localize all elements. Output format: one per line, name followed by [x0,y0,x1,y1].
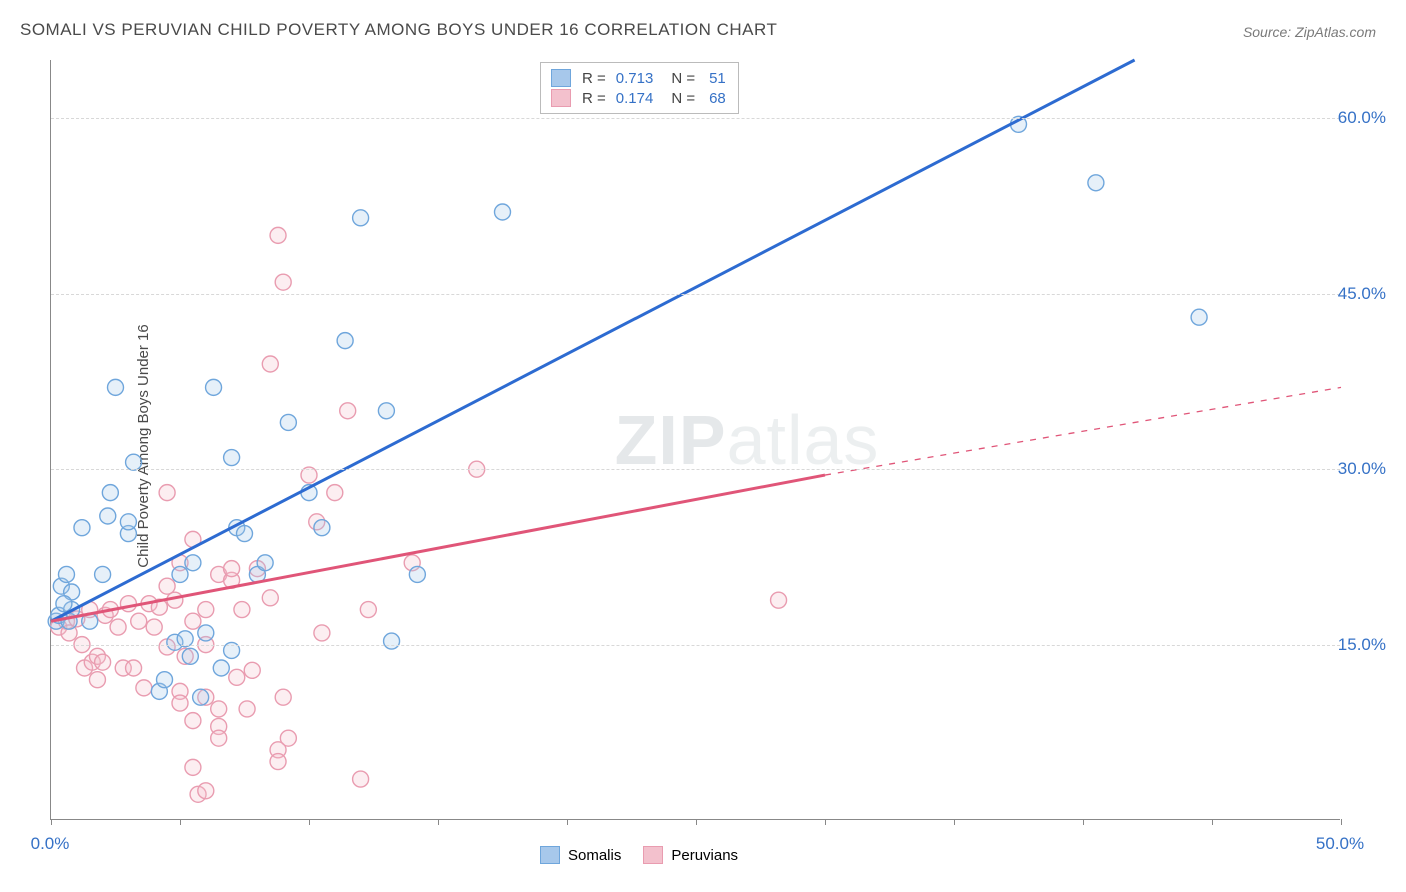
source-attribution: Source: ZipAtlas.com [1243,24,1376,40]
stats-row-peruvians: R = 0.174 N = 68 [551,88,726,108]
legend-item-somalis: Somalis [540,846,621,864]
swatch-somalis [551,69,571,87]
y-tick-label: 30.0% [1338,459,1386,479]
swatch-peruvians-bottom [643,846,663,864]
legend-label-peruvians: Peruvians [671,847,738,864]
legend-item-peruvians: Peruvians [643,846,738,864]
swatch-peruvians [551,89,571,107]
y-tick-label: 60.0% [1338,108,1386,128]
x-tick-label: 0.0% [31,834,70,854]
stats-row-somalis: R = 0.713 N = 51 [551,68,726,88]
legend-label-somalis: Somalis [568,847,621,864]
y-tick-label: 15.0% [1338,635,1386,655]
swatch-somalis-bottom [540,846,560,864]
stats-legend-box: R = 0.713 N = 51 R = 0.174 N = 68 [540,62,739,114]
y-tick-label: 45.0% [1338,284,1386,304]
chart-title: SOMALI VS PERUVIAN CHILD POVERTY AMONG B… [20,20,777,40]
chart-plot-area: ZIPatlas [50,60,1340,820]
scatter-svg [51,60,1340,819]
bottom-legend: Somalis Peruvians [540,846,738,864]
x-tick-label: 50.0% [1316,834,1364,854]
